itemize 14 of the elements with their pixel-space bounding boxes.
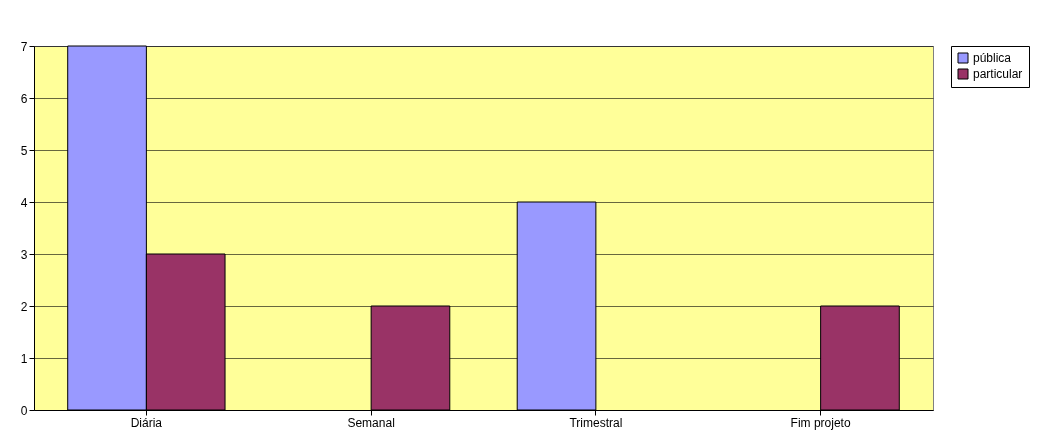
y-tick-label: 7 [20,39,28,54]
y-tick-label: 1 [20,351,28,366]
y-tick-label: 6 [20,91,28,106]
y-tick-label: 3 [20,247,28,262]
x-tick-label: Fim projeto [790,415,851,430]
y-tick-label: 4 [20,195,28,210]
y-tick-label: 2 [20,299,28,314]
x-tick-label: Trimestral [569,415,623,430]
x-tick-label: Diária [130,415,163,430]
legend-label: particular [973,67,1023,81]
x-tick-label: Semanal [347,415,395,430]
legend-label: pública [973,51,1012,65]
y-tick-label: 0 [20,403,28,418]
y-tick-label: 5 [20,143,28,158]
